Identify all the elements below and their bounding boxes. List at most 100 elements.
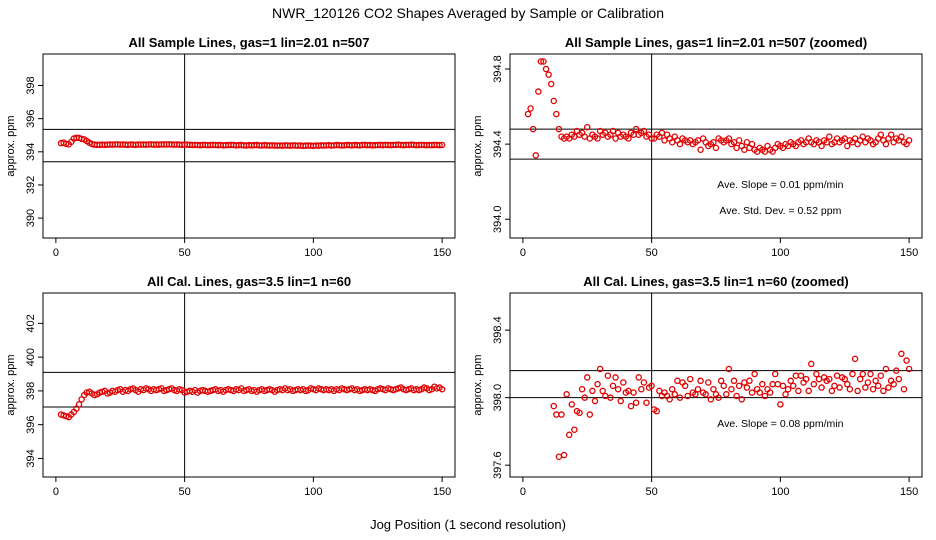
data-point bbox=[584, 374, 591, 381]
panel-title: All Sample Lines, gas=1 lin=2.01 n=507 bbox=[129, 35, 370, 50]
data-point bbox=[815, 375, 823, 383]
data-point bbox=[565, 431, 573, 439]
y-tick-label: 394 bbox=[25, 449, 37, 467]
x-tick-label: 150 bbox=[900, 486, 918, 498]
panel-title: All Cal. Lines, gas=3.5 lin=1 n=60 (zoom… bbox=[583, 274, 849, 289]
data-point bbox=[805, 387, 812, 395]
data-point bbox=[895, 375, 903, 383]
data-point bbox=[766, 389, 774, 396]
data-point bbox=[617, 397, 624, 405]
data-point bbox=[550, 97, 558, 105]
data-point bbox=[627, 402, 635, 410]
data-point bbox=[668, 385, 676, 393]
y-tick-label: 394.8 bbox=[492, 55, 504, 83]
data-point bbox=[553, 411, 560, 418]
data-point bbox=[725, 365, 733, 373]
data-point bbox=[779, 382, 787, 390]
data-point bbox=[612, 135, 619, 142]
data-point bbox=[849, 370, 856, 378]
data-point bbox=[547, 80, 555, 88]
data-point bbox=[563, 391, 570, 398]
panel-cal-lines: All Cal. Lines, gas=3.5 lin=1 n=60 appro… bbox=[5, 274, 456, 498]
data-point bbox=[733, 392, 740, 400]
x-tick-label: 150 bbox=[433, 247, 451, 259]
data-point bbox=[594, 380, 601, 388]
panel-title: All Sample Lines, gas=1 lin=2.01 n=507 (… bbox=[565, 35, 867, 50]
data-point bbox=[854, 387, 861, 395]
data-point bbox=[535, 88, 542, 95]
data-point bbox=[578, 385, 586, 393]
data-point bbox=[851, 355, 859, 363]
data-point bbox=[560, 451, 568, 459]
data-point bbox=[738, 396, 746, 403]
data-point bbox=[78, 135, 85, 143]
y-tick-label: 396 bbox=[25, 415, 37, 433]
data-point bbox=[887, 131, 895, 138]
data-point bbox=[653, 407, 661, 415]
data-point bbox=[576, 409, 583, 417]
data-point bbox=[558, 411, 565, 418]
data-point bbox=[782, 391, 789, 398]
data-point bbox=[856, 375, 864, 383]
data-point bbox=[864, 379, 872, 386]
data-point bbox=[676, 394, 684, 401]
data-point bbox=[555, 453, 563, 460]
data-point bbox=[846, 385, 854, 393]
data-point bbox=[905, 365, 913, 373]
data-point bbox=[748, 389, 756, 396]
data-point bbox=[898, 133, 905, 140]
y-axis-label: approx. ppm bbox=[472, 354, 484, 415]
data-point bbox=[640, 127, 648, 135]
data-point bbox=[596, 365, 604, 373]
data-point bbox=[702, 391, 709, 398]
data-point bbox=[671, 391, 679, 398]
data-point bbox=[635, 374, 643, 381]
data-point bbox=[743, 384, 751, 391]
annotation-text: Ave. Slope = 0.08 ppm/min bbox=[717, 418, 843, 430]
data-point bbox=[692, 391, 699, 398]
plot-frame bbox=[42, 292, 456, 478]
data-point bbox=[436, 141, 443, 149]
y-tick-label: 398 bbox=[25, 76, 37, 94]
y-axis-label: approx. ppm bbox=[472, 115, 484, 176]
data-point bbox=[792, 372, 800, 379]
data-point bbox=[890, 380, 897, 388]
data-point bbox=[609, 382, 617, 390]
data-point bbox=[555, 125, 563, 133]
y-tick-label: 396 bbox=[25, 109, 37, 127]
data-point bbox=[874, 382, 882, 390]
plot-frame bbox=[509, 292, 923, 478]
figure-xlabel: Jog Position (1 second resolution) bbox=[370, 517, 566, 532]
data-point bbox=[797, 372, 805, 379]
plot-frame bbox=[509, 53, 923, 239]
data-point bbox=[568, 401, 576, 408]
x-tick-label: 50 bbox=[179, 486, 191, 498]
data-point bbox=[542, 65, 550, 73]
data-point bbox=[808, 360, 815, 368]
y-tick-label: 390 bbox=[25, 209, 37, 227]
data-point bbox=[705, 379, 712, 386]
data-point bbox=[586, 411, 594, 418]
data-point bbox=[735, 382, 743, 390]
data-point bbox=[795, 387, 802, 395]
data-point bbox=[707, 396, 715, 403]
data-point bbox=[697, 377, 704, 385]
data-point bbox=[524, 110, 532, 118]
data-point bbox=[604, 372, 612, 379]
data-point bbox=[898, 350, 905, 358]
data-point bbox=[537, 58, 545, 65]
data-point bbox=[741, 379, 748, 386]
data-point bbox=[640, 379, 648, 386]
y-tick-label: 392 bbox=[25, 176, 37, 194]
data-point bbox=[880, 387, 887, 395]
data-point bbox=[877, 372, 885, 379]
data-point bbox=[581, 394, 588, 401]
data-point bbox=[723, 391, 730, 398]
data-point bbox=[75, 401, 83, 408]
data-point bbox=[625, 135, 632, 142]
data-point bbox=[720, 382, 727, 390]
y-tick-label: 398.0 bbox=[492, 384, 504, 412]
data-point bbox=[630, 389, 637, 396]
data-point bbox=[828, 387, 836, 395]
